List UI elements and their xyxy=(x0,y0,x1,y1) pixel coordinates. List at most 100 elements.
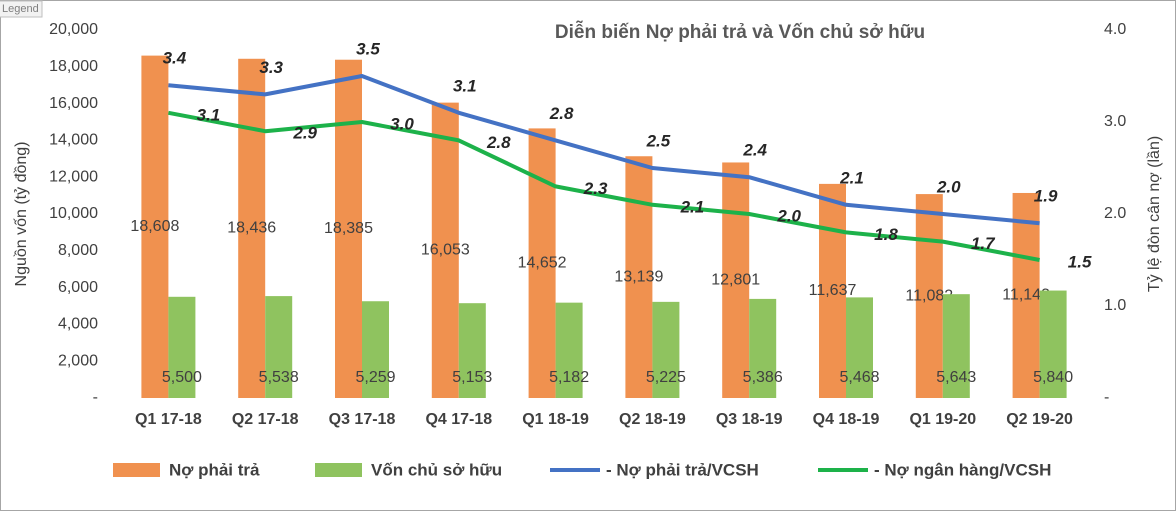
x-tick-label: Q1 17-18 xyxy=(135,411,202,428)
bar xyxy=(942,294,970,398)
x-tick-label: Q1 19-20 xyxy=(909,411,976,428)
y-tick-label: 6,000 xyxy=(58,279,98,296)
y2-tick-label: 3.0 xyxy=(1104,113,1126,130)
bar-value-label: 5,500 xyxy=(162,369,202,386)
bar-value-label: 5,386 xyxy=(743,369,783,386)
y2-axis-title: Tỷ lệ đòn cân nợ (lần) xyxy=(1146,136,1163,292)
bar xyxy=(722,162,750,398)
bar xyxy=(625,156,653,398)
y2-tick-label: 2.0 xyxy=(1104,205,1126,222)
y-tick-label: 16,000 xyxy=(49,95,98,112)
bar-value-label: 5,468 xyxy=(839,369,879,386)
bar xyxy=(749,298,777,398)
x-tick-label: Q1 18-19 xyxy=(522,411,589,428)
y2-tick-label: 1.0 xyxy=(1104,297,1126,314)
legend-button-label[interactable]: Legend xyxy=(2,3,39,15)
x-tick-label: Q2 18-19 xyxy=(619,411,686,428)
bar-value-label: 13,139 xyxy=(614,268,663,285)
bar xyxy=(528,128,556,398)
bar-value-label: 5,259 xyxy=(355,369,395,386)
x-tick-label: Q3 17-18 xyxy=(329,411,396,428)
x-tick-label: Q2 17-18 xyxy=(232,411,299,428)
bar xyxy=(362,301,389,398)
line-value-label: 3.5 xyxy=(356,39,380,58)
y-axis-title: Nguồn vốn (tỷ đồng) xyxy=(13,142,30,287)
bar-value-label: 11,143 xyxy=(1002,287,1050,304)
x-tick-label: Q3 18-19 xyxy=(716,411,783,428)
y-tick-label: 4,000 xyxy=(58,316,98,333)
line xyxy=(168,74,1040,226)
bar-value-label: 5,182 xyxy=(549,369,589,386)
bar xyxy=(846,297,873,398)
legend-button[interactable] xyxy=(0,0,43,18)
y-tick-label: 12,000 xyxy=(49,168,98,185)
bar xyxy=(1012,192,1040,398)
line-value-label: 2.8 xyxy=(549,104,574,123)
bar-value-label: 16,053 xyxy=(421,242,470,259)
legend-swatch xyxy=(113,463,160,477)
line-value-label: 2.5 xyxy=(646,131,671,150)
bar xyxy=(335,59,362,398)
line-value-label: 1.5 xyxy=(1068,252,1092,271)
chart-title: Diễn biến Nợ phải trả và Vốn chủ sở hữu xyxy=(555,21,925,43)
y-tick-label: - xyxy=(93,389,98,406)
line-value-label: 2.4 xyxy=(742,141,767,160)
line-value-label: 3.3 xyxy=(259,58,283,77)
line-value-label: 2.8 xyxy=(486,133,511,152)
bar-value-label: 18,385 xyxy=(324,220,373,237)
y-tick-label: 20,000 xyxy=(49,21,98,38)
legend-label: Vốn chủ sở hữu xyxy=(371,460,502,479)
bar-value-label: 12,801 xyxy=(711,271,760,288)
bar-value-label: 14,652 xyxy=(518,254,567,271)
line xyxy=(168,110,1040,262)
legend-swatch xyxy=(315,463,362,477)
legend-label: - Nợ phải trả/VCSH xyxy=(606,460,759,479)
bar xyxy=(819,183,846,398)
bar-value-label: 18,436 xyxy=(227,220,276,237)
x-tick-label: Q2 19-20 xyxy=(1006,411,1073,428)
x-tick-label: Q4 17-18 xyxy=(425,411,492,428)
y2-tick-label: - xyxy=(1104,389,1109,406)
legend-label: Nợ phải trả xyxy=(169,460,260,479)
line-value-label: 2.1 xyxy=(680,197,705,216)
line-value-label: 3.1 xyxy=(197,105,221,124)
bar-value-label: 5,538 xyxy=(259,369,299,386)
line-value-label: 2.1 xyxy=(839,168,864,187)
line-value-label: 1.8 xyxy=(874,225,898,244)
line-value-label: 2.0 xyxy=(776,206,801,225)
bar-value-label: 5,643 xyxy=(936,369,976,386)
y-tick-label: 2,000 xyxy=(58,352,98,369)
y-tick-label: 10,000 xyxy=(49,205,98,222)
bar-value-label: 11,082 xyxy=(905,287,953,304)
bar xyxy=(652,301,680,398)
bar-value-label: 5,225 xyxy=(646,369,686,386)
y-tick-label: 18,000 xyxy=(49,58,98,75)
bar xyxy=(141,55,169,399)
line-value-label: 2.3 xyxy=(583,179,608,198)
bar xyxy=(1039,290,1067,398)
bar xyxy=(915,194,943,398)
bar xyxy=(238,58,266,399)
legend-label: - Nợ ngân hàng/VCSH xyxy=(874,460,1051,479)
line-value-label: 1.7 xyxy=(971,234,996,253)
line-value-label: 1.9 xyxy=(1034,187,1058,206)
bar-value-label: 18,608 xyxy=(130,218,179,235)
line-value-label: 3.1 xyxy=(453,76,477,95)
line-value-label: 3.0 xyxy=(390,114,414,133)
line-value-label: 2.0 xyxy=(936,177,961,196)
y-tick-label: 14,000 xyxy=(49,132,98,149)
line-value-label: 2.9 xyxy=(292,124,317,143)
y2-tick-label: 4.0 xyxy=(1104,21,1126,38)
bar xyxy=(458,303,486,398)
bar-value-label: 11,637 xyxy=(809,282,857,299)
bar xyxy=(168,296,196,398)
y-tick-label: 8,000 xyxy=(58,242,98,259)
bar xyxy=(555,302,583,398)
bar-value-label: 5,840 xyxy=(1033,369,1073,386)
bar-value-label: 5,153 xyxy=(452,369,492,386)
line-value-label: 3.4 xyxy=(163,49,187,68)
bar xyxy=(431,102,459,398)
bar xyxy=(265,296,293,398)
